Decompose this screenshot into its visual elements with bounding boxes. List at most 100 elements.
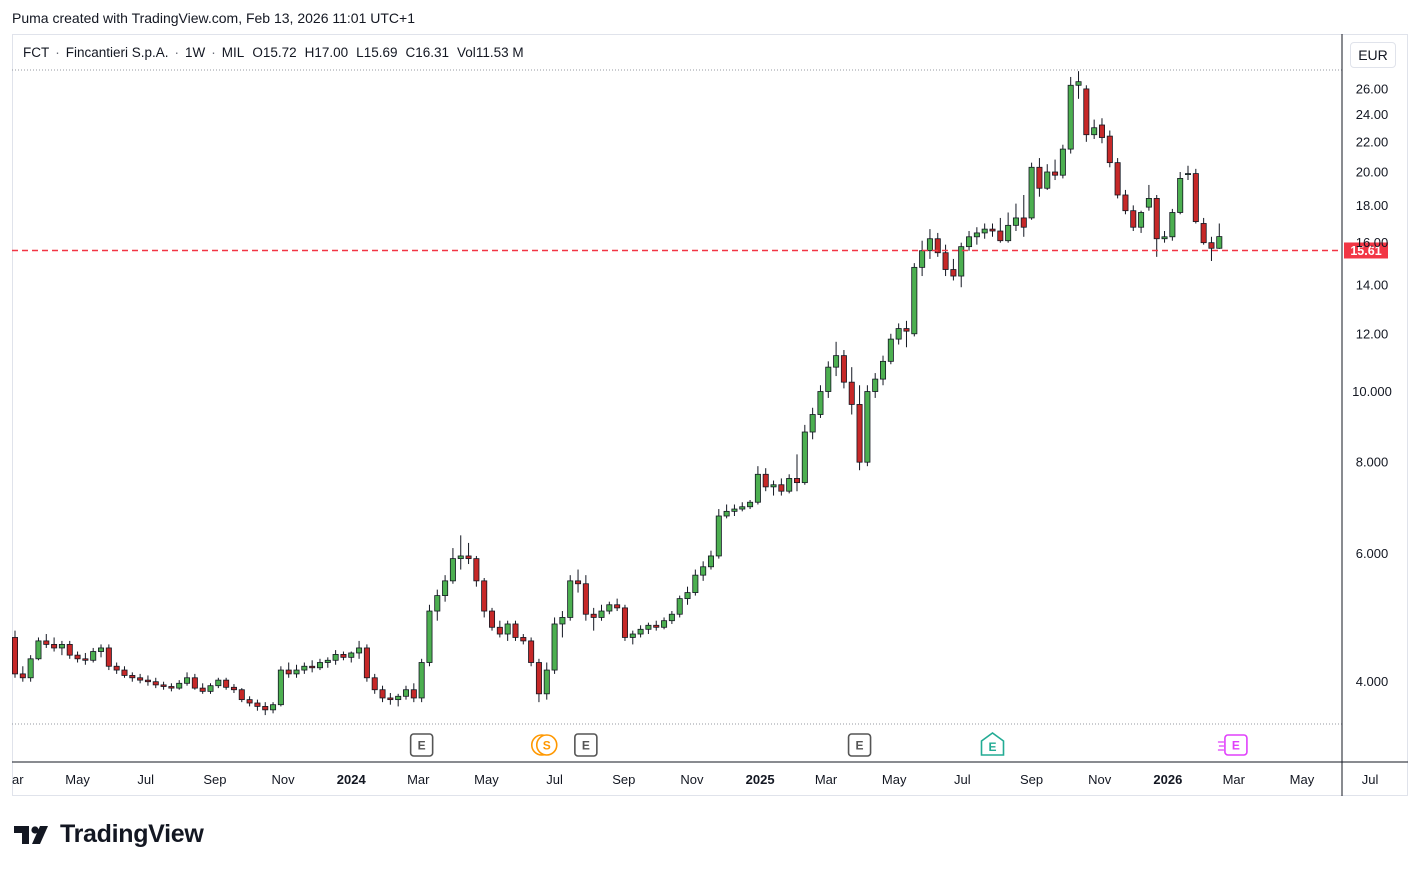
price-chart[interactable]: 15.61 E S E E E E 4.000 6.000 8.000 10.000 12.00 1… xyxy=(12,34,1408,796)
time-tick-label: 2024 xyxy=(337,772,367,787)
candle xyxy=(309,660,316,673)
earnings-icon-label: E xyxy=(418,739,426,753)
candle xyxy=(1067,76,1074,154)
candle-body-up xyxy=(1075,81,1082,86)
candle-body-up xyxy=(817,391,824,415)
candle-body-down xyxy=(379,689,386,699)
candle xyxy=(754,466,761,505)
candle-body-up xyxy=(958,246,965,277)
candle-body-up xyxy=(872,378,879,392)
candle xyxy=(645,622,652,635)
candle xyxy=(1044,164,1051,190)
time-axis[interactable]: ar May Jul Sep Nov 2024 Mar May Jul Sep Nov 2025 Mar… xyxy=(12,772,1379,787)
candle xyxy=(528,637,535,667)
candle-body-down xyxy=(496,626,503,635)
candle-body-up xyxy=(684,592,691,600)
tradingview-logo[interactable]: TradingView xyxy=(14,820,204,849)
candle xyxy=(614,598,621,612)
candle xyxy=(833,341,840,377)
candle-body-down xyxy=(1052,171,1059,176)
candle-body-up xyxy=(825,366,832,392)
earnings-icon-label: E xyxy=(582,739,590,753)
candle-body-down xyxy=(387,697,394,701)
time-tick-label: Jul xyxy=(954,772,971,787)
currency-button[interactable]: EUR xyxy=(1350,42,1396,68)
candle xyxy=(770,480,777,496)
candle-body-down xyxy=(121,669,128,676)
price-tick-label: 14.00 xyxy=(1356,277,1389,292)
candle-body-up xyxy=(215,679,222,687)
candle xyxy=(1091,119,1098,139)
candle-body-down xyxy=(223,679,230,688)
price-tick-label: 6.000 xyxy=(1356,546,1389,561)
dividend-event-marker[interactable]: S xyxy=(530,734,558,756)
time-tick-label: Nov xyxy=(680,772,704,787)
price-axis[interactable]: 4.000 6.000 8.000 10.000 12.00 14.00 16.00 18.0… xyxy=(1352,81,1392,689)
candle xyxy=(989,223,996,237)
candle-body-down xyxy=(74,654,81,660)
price-tick-label: 24.00 xyxy=(1356,107,1389,122)
candle xyxy=(1098,118,1105,144)
candle xyxy=(747,499,754,510)
candle xyxy=(191,673,198,690)
candle-body-down xyxy=(989,228,996,232)
candle-body-down xyxy=(254,702,261,707)
price-tick-label: 12.00 xyxy=(1356,326,1389,341)
candle-body-up xyxy=(1059,148,1066,176)
legend-separator: · xyxy=(55,45,60,60)
future-earnings-icon-label: E xyxy=(1232,739,1240,753)
candle xyxy=(207,683,214,694)
earnings-event-marker[interactable]: E xyxy=(847,733,872,757)
candle xyxy=(58,640,65,656)
candle xyxy=(637,625,644,638)
candle xyxy=(739,502,746,512)
candle xyxy=(919,240,926,277)
candle xyxy=(1012,203,1019,232)
candle xyxy=(887,333,894,365)
candle-body-up xyxy=(418,662,425,699)
earnings-event-marker[interactable]: E xyxy=(574,733,598,757)
candle-body-up xyxy=(700,566,707,576)
symbol-legend: FCT · Fincantieri S.p.A. · 1W · MIL O 15.… xyxy=(23,45,524,60)
legend-volume-label: Vol xyxy=(457,45,476,60)
candle xyxy=(1177,172,1184,215)
price-tick-label: 8.000 xyxy=(1356,455,1389,470)
candle-body-up xyxy=(1028,166,1035,219)
candle-body-down xyxy=(590,613,597,618)
candle-body-down xyxy=(465,555,472,560)
candle xyxy=(895,323,902,345)
candle xyxy=(176,680,183,690)
candle-body-up xyxy=(668,613,675,622)
future_earnings-event-marker[interactable]: E xyxy=(1217,734,1248,756)
candle xyxy=(1052,159,1059,181)
last-price-label: 15.61 xyxy=(1350,244,1381,258)
tradingview-wordmark: TradingView xyxy=(60,820,204,848)
candle xyxy=(942,244,949,277)
candle xyxy=(872,373,879,398)
candle xyxy=(82,652,89,665)
candle xyxy=(113,662,120,674)
candle-body-up xyxy=(637,628,644,635)
price-tick-label: 4.000 xyxy=(1356,674,1389,689)
candle xyxy=(684,586,691,605)
candle-body-up xyxy=(551,623,558,671)
candle xyxy=(1216,223,1223,249)
candle-body-up xyxy=(966,236,973,248)
time-tick-label: Sep xyxy=(1020,772,1043,787)
candle xyxy=(715,509,722,559)
earnings_teal-event-marker[interactable]: E xyxy=(980,732,1005,756)
earnings-event-marker[interactable]: E xyxy=(409,733,434,757)
candle xyxy=(51,637,58,652)
candle-body-up xyxy=(880,360,887,380)
candle xyxy=(137,673,144,684)
candle xyxy=(848,367,855,415)
candle-body-down xyxy=(160,684,167,687)
candle-body-up xyxy=(567,580,574,618)
candle xyxy=(426,604,433,667)
candle-body-down xyxy=(512,623,519,638)
candle xyxy=(246,696,253,707)
candle-body-down xyxy=(285,669,292,675)
candle xyxy=(840,350,847,389)
candle xyxy=(590,607,597,631)
